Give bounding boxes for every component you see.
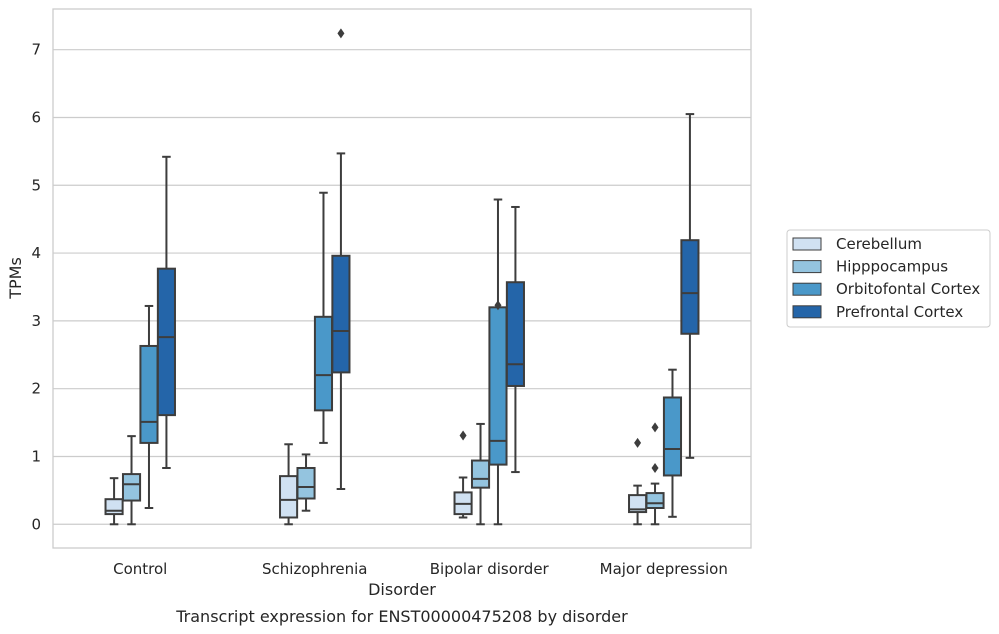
- box-iqr: [645, 492, 665, 509]
- box-plot: [279, 443, 299, 526]
- box-iqr: [296, 466, 316, 500]
- box-iqr: [470, 459, 491, 489]
- outlier-point: [634, 437, 642, 448]
- y-tick-label: 2: [31, 380, 41, 398]
- box-iqr: [680, 239, 700, 335]
- box-iqr: [104, 498, 124, 516]
- box-plot: [104, 477, 124, 526]
- y-tick-label: 1: [31, 447, 41, 465]
- box-plot-series: [104, 28, 700, 526]
- box-iqr: [505, 281, 525, 387]
- series-hipppocampus: [121, 422, 665, 526]
- box-iqr: [313, 315, 334, 412]
- box-iqr: [662, 396, 683, 477]
- box-plot: [645, 422, 665, 526]
- x-tick-labels: Control Schizophrenia Bipolar disorder Majo…: [113, 560, 728, 578]
- legend-swatch: [792, 282, 822, 296]
- box-iqr: [139, 344, 159, 444]
- box-plot: [680, 113, 700, 459]
- legend: Cerebellum Hipppocampus Orbitofontal Corte…: [786, 229, 991, 328]
- box-plot: [470, 422, 491, 526]
- legend-label: Orbitofontal Cortex: [836, 280, 980, 298]
- legend-label: Cerebellum: [836, 235, 922, 253]
- box-iqr: [279, 475, 299, 519]
- box-plot: [505, 205, 525, 474]
- legend-label: Hipppocampus: [836, 258, 948, 276]
- x-tick-label: Major depression: [600, 560, 728, 578]
- box-iqr: [121, 473, 142, 502]
- outlier-point: [494, 300, 502, 311]
- box-plot: [121, 435, 142, 526]
- outlier-point: [651, 462, 659, 473]
- plot-area-frame: [52, 8, 752, 549]
- box-plot: [156, 155, 176, 469]
- series-orbitofontal-cortex: [139, 191, 683, 526]
- y-axis-label: TPMs: [6, 257, 25, 300]
- y-tick-labels: 0 1 2 3 4 5 6 7: [31, 41, 41, 534]
- box-plot: [296, 453, 316, 512]
- legend-swatch: [792, 305, 822, 319]
- x-axis-label: Disorder: [368, 580, 436, 599]
- box-iqr: [156, 267, 176, 417]
- legend-swatch: [792, 260, 822, 274]
- y-tick-label: 3: [31, 312, 41, 330]
- y-tick-label: 0: [31, 515, 41, 533]
- box-plot: [139, 304, 159, 509]
- box-plot: [331, 28, 351, 491]
- outlier-point: [459, 430, 467, 441]
- y-tick-label: 5: [31, 176, 41, 194]
- x-tick-label: Schizophrenia: [262, 560, 367, 578]
- series-cerebellum: [104, 430, 648, 526]
- y-tick-label: 4: [31, 244, 41, 262]
- series-prefrontal-cortex: [156, 28, 700, 491]
- chart-title: Transcript expression for ENST0000047520…: [175, 607, 628, 626]
- legend-frame: [786, 229, 991, 328]
- outlier-point: [651, 422, 659, 433]
- y-tick-label: 6: [31, 108, 41, 126]
- legend-swatch: [792, 237, 822, 251]
- box-plot: [453, 430, 473, 519]
- box-plot: [662, 368, 683, 518]
- box-plot: [488, 198, 508, 526]
- box-iqr: [331, 254, 351, 374]
- legend-label: Prefrontal Cortex: [836, 303, 963, 321]
- x-tick-label: Bipolar disorder: [430, 560, 550, 578]
- outlier-point: [337, 28, 345, 39]
- y-tick-label: 7: [31, 41, 41, 59]
- x-tick-label: Control: [113, 560, 167, 578]
